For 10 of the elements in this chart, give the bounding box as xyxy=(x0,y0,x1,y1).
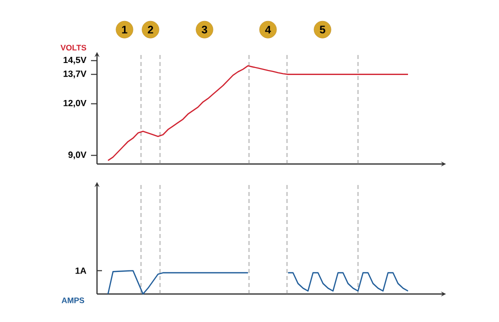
y-tick-label: 9,0V xyxy=(68,152,86,160)
y-tick-label: 12,0V xyxy=(64,100,86,108)
text: 2 xyxy=(148,26,154,34)
y-tick-label: 14,5V xyxy=(64,56,86,64)
text: 3 xyxy=(202,26,208,34)
text: 1A xyxy=(76,268,86,274)
text: 4 xyxy=(265,26,271,34)
text: 5 xyxy=(320,26,326,34)
y-tick-label: 13,7V xyxy=(64,70,86,78)
text: 1 xyxy=(122,26,128,34)
